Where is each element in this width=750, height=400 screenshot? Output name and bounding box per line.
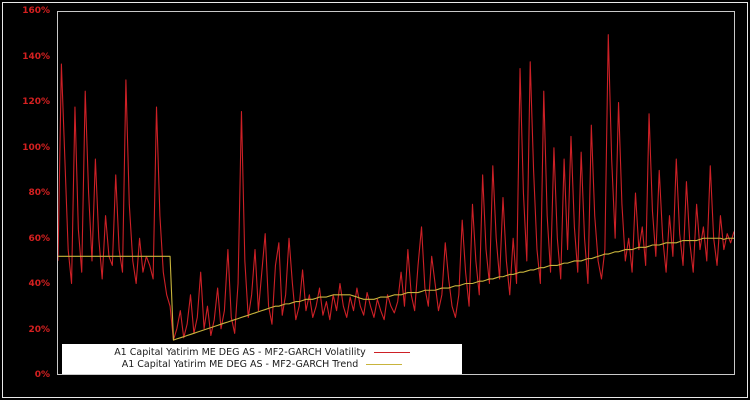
plot-area xyxy=(57,11,735,375)
volatility-line-sample xyxy=(373,352,410,353)
y-axis-tick-label: 100% xyxy=(22,142,50,153)
legend-row-trend: A1 Capital Yatirim ME DEG AS - MF2-GARCH… xyxy=(122,359,403,370)
legend-label-trend: A1 Capital Yatirim ME DEG AS - MF2-GARCH… xyxy=(121,359,359,370)
chart-legend: A1 Capital Yatirim ME DEG AS - MF2-GARCH… xyxy=(62,344,462,374)
y-axis-tick-label: 0% xyxy=(34,370,50,380)
trend-line xyxy=(58,237,734,341)
legend-row-volatility: A1 Capital Yatirim ME DEG AS - MF2-GARCH… xyxy=(114,347,410,358)
volatility-line xyxy=(58,34,734,341)
y-axis-tick-label: 160% xyxy=(22,6,50,16)
y-axis-tick-label: 80% xyxy=(28,188,50,198)
legend-label-volatility: A1 Capital Yatirim ME DEG AS - MF2-GARCH… xyxy=(114,347,366,358)
y-axis-tick-label: 40% xyxy=(28,279,50,289)
trend-line-sample xyxy=(366,364,403,365)
y-axis-tick-label: 20% xyxy=(28,324,50,335)
y-axis-tick-label: 120% xyxy=(22,97,50,107)
chart-canvas xyxy=(58,34,734,341)
y-axis-tick-label: 140% xyxy=(22,51,50,62)
y-axis-tick-label: 60% xyxy=(28,233,50,244)
